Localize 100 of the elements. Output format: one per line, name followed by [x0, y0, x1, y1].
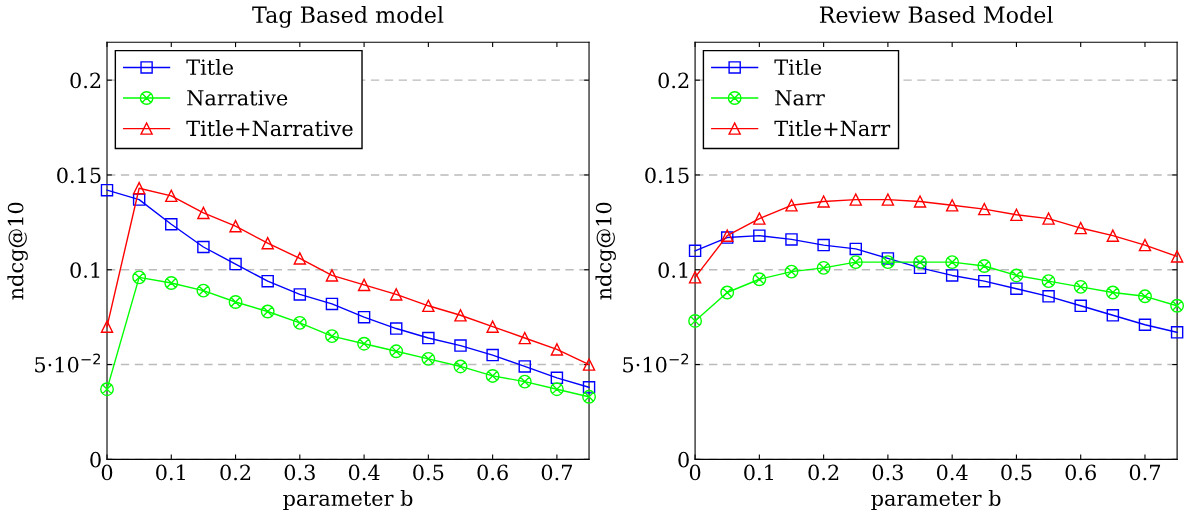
x-tick-label: 0.7: [541, 464, 572, 481]
point: [261, 274, 274, 288]
point: [485, 368, 500, 383]
point: [165, 189, 178, 203]
point: [752, 272, 767, 287]
point: [229, 257, 242, 271]
point: [1010, 282, 1023, 295]
y-tick-label: 5·10$^{−2}$: [35, 353, 101, 373]
point: [816, 260, 831, 275]
y-tick-label: 0: [678, 451, 689, 468]
x-tick-label: 0.7: [1129, 464, 1161, 481]
point: [518, 331, 532, 345]
point: [1170, 250, 1184, 263]
point: [421, 351, 436, 366]
point: [817, 195, 830, 208]
point: [357, 310, 371, 324]
y-tick-label: 0.1: [658, 262, 688, 278]
point: [260, 304, 275, 319]
x-tick-label: 0.4: [348, 464, 380, 481]
point: [817, 238, 830, 252]
legend-label: Narr: [775, 90, 825, 106]
x-tick-label: 0.1: [156, 464, 185, 481]
point: [753, 212, 766, 225]
point: [100, 382, 114, 397]
point: [197, 240, 210, 254]
point: [197, 206, 210, 220]
y-tick-label: 0.15: [57, 167, 101, 184]
x-tick-label: 0.3: [872, 464, 903, 481]
x-tick-label: 0.2: [808, 464, 839, 481]
point: [518, 360, 532, 373]
point: [293, 288, 307, 301]
point: [978, 274, 991, 288]
point: [100, 183, 114, 197]
point: [784, 264, 799, 279]
point: [389, 322, 403, 335]
point: [945, 255, 960, 270]
x-tick-label: 0: [689, 464, 701, 481]
x-axis-title: parameter b: [283, 489, 413, 511]
point: [978, 202, 991, 216]
point: [849, 242, 863, 256]
point: [1170, 326, 1184, 339]
point: [453, 359, 468, 374]
point: [753, 229, 766, 242]
chart-title: Review Based Model: [819, 5, 1053, 24]
y-tick-label: 0.1: [70, 262, 100, 278]
x-tick-label: 0.2: [220, 464, 251, 481]
point: [1041, 274, 1056, 289]
point: [1170, 298, 1185, 313]
point: [422, 331, 435, 345]
point: [1138, 238, 1152, 252]
point: [1106, 229, 1120, 242]
y-tick-label: 5·10$^{−2}$: [623, 353, 689, 373]
point: [132, 270, 147, 285]
y-tick-label: 0.2: [70, 72, 101, 89]
x-tick-label: 0.3: [284, 464, 315, 481]
point: [582, 358, 596, 371]
point: [977, 259, 992, 273]
point: [945, 199, 959, 212]
point: [1073, 279, 1088, 294]
legend-label: Narrative: [187, 89, 288, 106]
point: [100, 320, 114, 333]
point: [165, 218, 178, 231]
x-tick-label: 0.6: [1065, 464, 1096, 481]
point: [325, 269, 339, 282]
y-tick-label: 0.2: [658, 72, 689, 89]
legend-label: Title+Narr: [774, 120, 891, 137]
point: [389, 344, 404, 359]
x-tick-label: 0.5: [413, 464, 444, 481]
point: [945, 269, 959, 282]
point: [164, 276, 179, 290]
x-tick-label: 0.6: [477, 464, 508, 481]
y-tick-label: 0.15: [645, 167, 689, 184]
point: [1138, 318, 1152, 331]
point: [913, 195, 927, 208]
x-tick-label: 0.1: [744, 464, 773, 481]
point: [261, 236, 274, 250]
point: [292, 315, 307, 330]
point: [881, 193, 895, 206]
y-axis-title: ndcg@10: [595, 202, 616, 300]
legend-label: Title: [774, 58, 822, 76]
point: [517, 374, 532, 389]
point: [454, 339, 467, 352]
point: [486, 320, 499, 333]
point: [848, 255, 863, 270]
point: [582, 389, 596, 404]
point: [913, 255, 927, 270]
point: [720, 285, 735, 300]
y-tick-label: 0: [90, 451, 101, 468]
point: [486, 348, 499, 362]
legend-label: Title: [186, 58, 234, 76]
x-tick-label: 0.5: [1001, 464, 1032, 481]
point: [688, 244, 702, 258]
point: [357, 336, 372, 351]
point: [1010, 208, 1023, 222]
x-axis-title: parameter b: [871, 489, 1001, 511]
point: [785, 233, 798, 246]
point: [389, 288, 403, 301]
point: [880, 255, 895, 270]
point: [582, 381, 596, 394]
chart-title: Tag Based model: [252, 5, 444, 28]
